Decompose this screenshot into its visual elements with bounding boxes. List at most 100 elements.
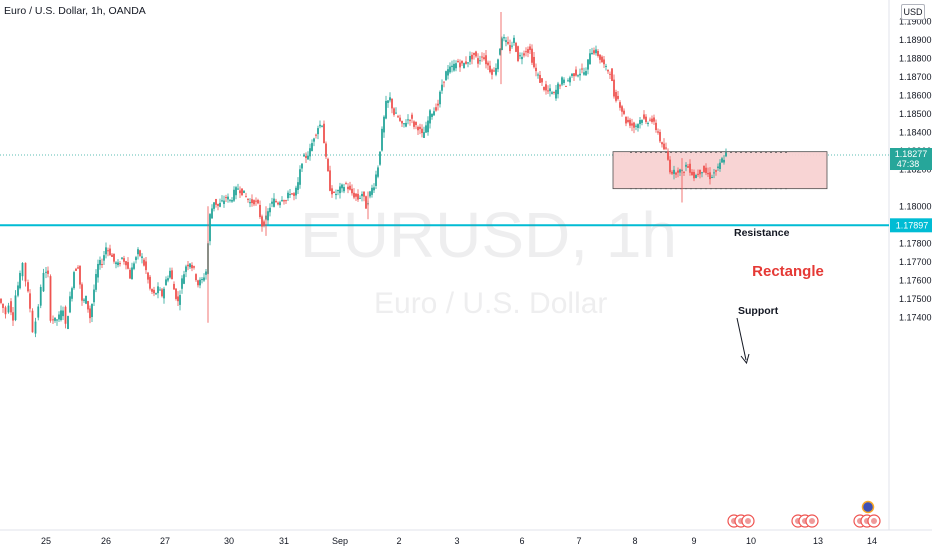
candle xyxy=(239,186,241,199)
candle xyxy=(429,109,431,129)
candle-body xyxy=(83,299,85,301)
candle xyxy=(539,70,541,83)
candle-body xyxy=(93,289,95,303)
candle xyxy=(643,110,645,120)
candle-body xyxy=(621,106,623,112)
candle xyxy=(445,70,447,81)
candle xyxy=(223,195,225,208)
candle-body xyxy=(673,169,675,174)
arrow-shaft xyxy=(736,317,747,361)
event-flag-dot xyxy=(745,518,751,524)
candle xyxy=(135,255,137,264)
candle xyxy=(407,114,409,125)
candle xyxy=(347,183,349,194)
candle-body xyxy=(417,126,419,131)
candle-body xyxy=(153,289,155,294)
candle-body xyxy=(267,211,269,221)
candle xyxy=(179,290,181,311)
currency-button[interactable]: USD xyxy=(901,4,925,20)
candle xyxy=(221,195,223,203)
candle-body xyxy=(99,259,101,266)
candle-body xyxy=(81,284,83,301)
candle-body xyxy=(379,151,381,165)
candle xyxy=(39,284,42,309)
candle xyxy=(541,78,543,86)
candle xyxy=(487,60,489,70)
candle-body xyxy=(353,192,355,198)
candle-body xyxy=(14,295,17,321)
candle-body xyxy=(363,191,365,197)
candle-body xyxy=(581,68,583,70)
candle-body xyxy=(459,62,461,68)
last-price-value: 1.18277 xyxy=(895,149,928,159)
candle-body xyxy=(653,117,655,122)
candle xyxy=(415,121,417,130)
candle xyxy=(143,257,145,267)
candle xyxy=(111,252,113,258)
candle-body xyxy=(197,280,199,286)
candle xyxy=(45,267,47,279)
candle xyxy=(185,264,187,278)
candle-body xyxy=(173,283,175,290)
candle-body xyxy=(295,187,297,196)
candle xyxy=(545,80,547,95)
candle-body xyxy=(303,154,305,157)
candle-body xyxy=(573,73,575,77)
candle-body xyxy=(233,189,235,201)
candle-body xyxy=(245,196,247,198)
candle xyxy=(625,116,627,127)
candle xyxy=(233,186,235,203)
candle xyxy=(653,114,655,125)
candle-body xyxy=(137,249,139,255)
y-tick-label: 1.18400 xyxy=(899,127,932,137)
candle xyxy=(405,119,407,128)
arrow-head xyxy=(740,353,750,365)
high-impact-icon xyxy=(861,500,875,514)
candle-body xyxy=(629,119,631,126)
y-tick-label: 1.17600 xyxy=(899,275,932,285)
candle-body xyxy=(575,69,577,76)
candle-body xyxy=(167,278,169,281)
candle-body xyxy=(651,118,653,122)
candle-body xyxy=(705,167,707,174)
candle-body xyxy=(689,163,691,173)
candle xyxy=(565,85,567,87)
candle-body xyxy=(243,190,245,193)
candle-body xyxy=(491,69,493,75)
candle xyxy=(245,192,247,198)
candle xyxy=(71,286,73,302)
candle-body xyxy=(325,143,327,157)
candle xyxy=(423,126,425,139)
candle-body xyxy=(313,138,315,142)
candle xyxy=(217,203,219,211)
candle-body xyxy=(591,52,593,55)
candle xyxy=(517,45,519,63)
candle xyxy=(67,315,69,330)
event-flag-dot xyxy=(871,518,877,524)
candle-body xyxy=(639,120,641,125)
candle xyxy=(657,128,659,135)
y-tick-label: 1.17700 xyxy=(899,257,932,267)
x-tick-label: 3 xyxy=(454,536,459,546)
candle xyxy=(297,177,299,194)
candle-body xyxy=(69,296,71,313)
candle xyxy=(197,279,199,288)
candle xyxy=(277,201,279,206)
candle-body xyxy=(365,196,367,209)
candle xyxy=(661,141,663,148)
candle-body xyxy=(351,188,353,194)
candle-body xyxy=(375,174,377,186)
candle xyxy=(687,163,689,168)
candle-body xyxy=(341,184,343,189)
candle xyxy=(301,163,303,173)
candle-body xyxy=(533,56,535,68)
candle xyxy=(345,181,347,185)
candle xyxy=(709,167,711,185)
candle-body xyxy=(2,303,4,308)
candle xyxy=(351,184,353,196)
candle xyxy=(671,169,673,175)
candle xyxy=(619,100,621,111)
candle xyxy=(247,198,249,203)
candle-body xyxy=(463,63,465,69)
